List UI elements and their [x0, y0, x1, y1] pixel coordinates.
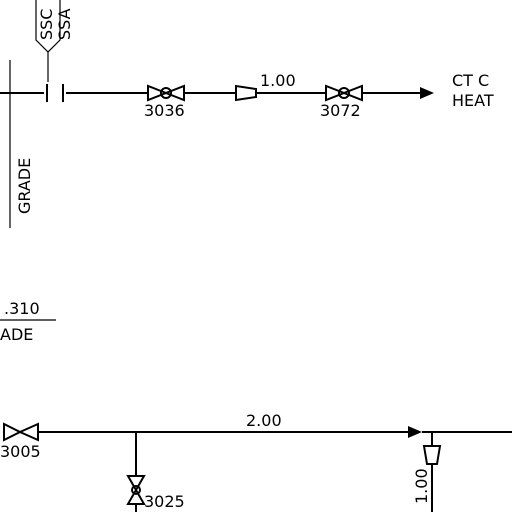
valve-3025-tag: 3025 — [144, 492, 185, 511]
vertical-line-size: 1.00 — [412, 468, 431, 504]
valve-3072[interactable] — [325, 84, 363, 102]
lower-line-size: 2.00 — [246, 411, 282, 430]
destination-line-2: HEAT — [452, 91, 494, 110]
destination-line-1: CT C — [452, 71, 489, 90]
lower-pipeline: 3005 2.00 3025 1.00 — [0, 411, 512, 512]
flow-arrow-upper — [420, 87, 434, 99]
valve-3072-tag: 3072 — [320, 101, 361, 120]
top-label-a: SSC — [37, 9, 56, 40]
top-label-b: SSA — [55, 8, 74, 40]
valve-3005-tag: 3005 — [0, 442, 41, 461]
valve-3036-tag: 3036 — [144, 101, 185, 120]
valve-3025[interactable] — [126, 475, 146, 505]
flow-arrow-lower — [408, 426, 422, 438]
reducer-vertical — [422, 445, 442, 465]
valve-3036[interactable] — [147, 84, 185, 102]
upper-pipeline: 3036 1.00 3072 — [0, 71, 434, 120]
elevation-value: .310 — [4, 299, 40, 318]
elevation-ref: ADE — [0, 325, 33, 344]
valve-3005[interactable] — [3, 422, 39, 442]
reducer-upper — [235, 84, 257, 102]
top-tag-group: SSC SSA — [35, 0, 74, 82]
upper-line-size: 1.00 — [260, 71, 296, 90]
grade-label: GRADE — [15, 158, 34, 214]
